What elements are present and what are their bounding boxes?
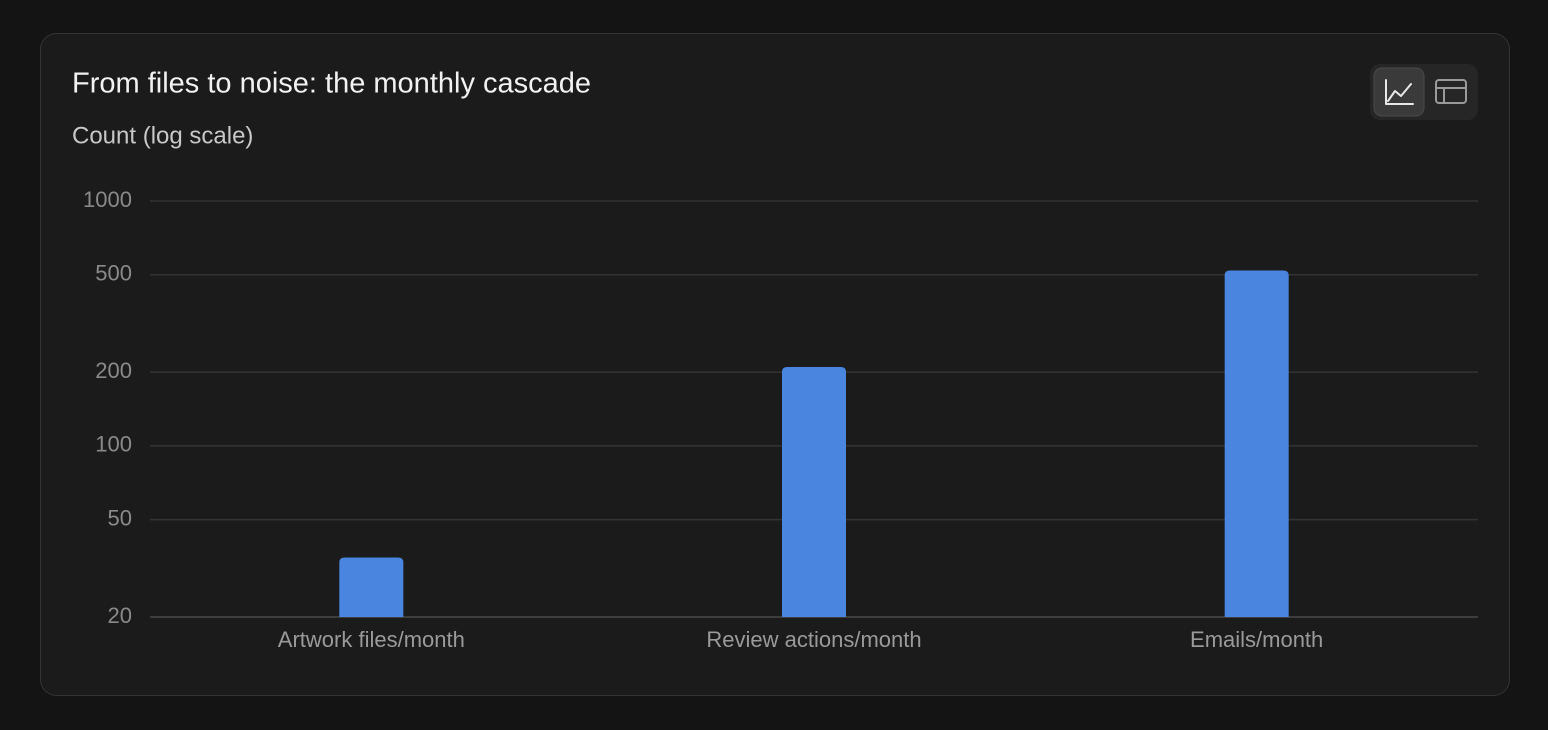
bar [1224,270,1289,617]
y-axis-label: Count (log scale) [72,122,253,149]
view-toggle [1370,64,1478,120]
y-tick-label: 200 [95,358,132,383]
table-icon-lines [1436,87,1466,103]
chart-view-bg [1373,67,1425,117]
y-tick-label: 50 [108,505,132,530]
plot: 20 50 100 200 500 1000 Artwork files/month Revi… [83,187,1478,652]
bar [339,557,404,617]
y-tick-label: 20 [108,603,132,628]
y-tick-label: 1000 [83,187,132,212]
x-tick-label: Emails/month [1190,627,1323,652]
y-tick-label: 100 [95,432,132,457]
table-icon [1435,79,1467,104]
bar [782,366,846,617]
chart-title: From files to noise: the monthly cascade [72,68,591,100]
chart-icon [1385,79,1414,105]
x-tick-label: Artwork files/month [278,627,465,652]
x-tick-label: Review actions/month [706,627,921,652]
chart-card [40,33,1510,696]
y-tick-label: 500 [95,261,132,286]
table-view-button[interactable] [1435,79,1467,104]
chart-view-button[interactable] [1373,67,1425,117]
